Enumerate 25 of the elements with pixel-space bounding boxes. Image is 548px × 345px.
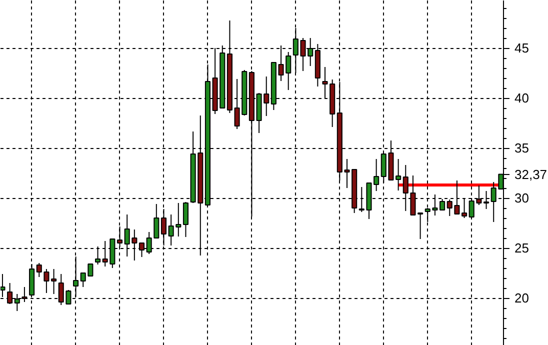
y-tick-label: 45 (514, 40, 529, 56)
candlestick (402, 164, 408, 212)
y-tick-label: 40 (514, 90, 529, 106)
candlestick (138, 242, 145, 258)
candlestick (418, 212, 424, 240)
candlestick (44, 268, 50, 294)
candlestick (154, 204, 160, 238)
candlestick (182, 202, 189, 238)
y-tick-label: 30 (514, 190, 529, 206)
candlestick (322, 66, 328, 98)
candlestick (484, 190, 490, 210)
y-tick-label: 20 (514, 290, 529, 306)
y-tick-label: 25 (514, 240, 529, 256)
candlestick (51, 268, 57, 294)
text: 32,37 (514, 166, 548, 182)
candlestick (410, 175, 416, 216)
candlestick (462, 198, 468, 218)
candlestick (73, 256, 79, 298)
candlestick (146, 232, 152, 254)
y-tick-label: 35 (514, 140, 529, 156)
candlestick (160, 208, 167, 246)
candlestick (95, 246, 101, 265)
candlestick (440, 198, 446, 210)
candlestick (36, 262, 42, 278)
candlestick (116, 226, 123, 248)
